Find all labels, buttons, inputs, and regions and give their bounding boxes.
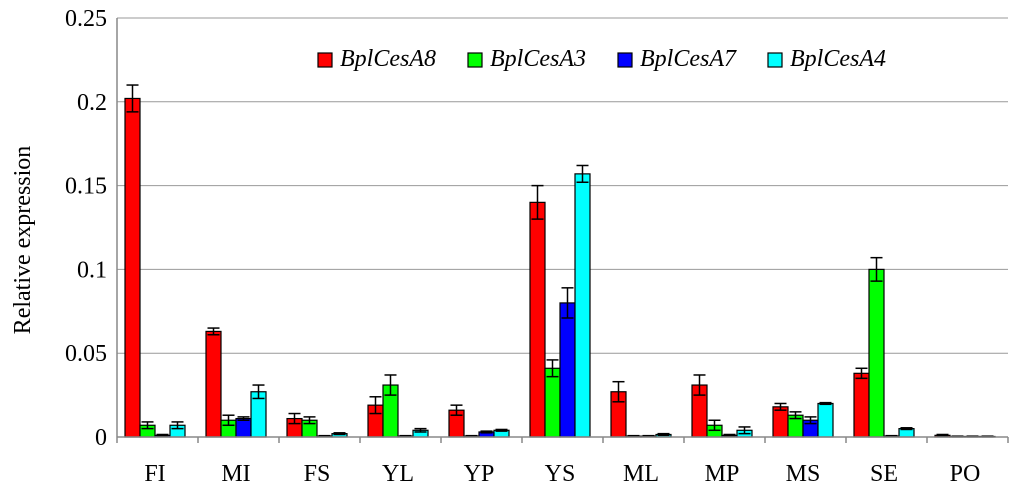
legend-label: BplCesA7 — [640, 46, 737, 72]
bar — [853, 372, 870, 438]
x-tick-label: YL — [382, 461, 414, 487]
legend-swatch — [617, 52, 633, 68]
y-tick-label: 0 — [95, 425, 107, 451]
bar — [559, 302, 576, 438]
y-tick-label: 0.1 — [77, 257, 107, 283]
bar — [544, 367, 561, 438]
bar — [574, 173, 591, 438]
legend-label: BplCesA3 — [490, 46, 586, 72]
x-tick-label: FI — [144, 461, 165, 487]
x-tick-label: MS — [786, 461, 821, 487]
x-tick-label: SE — [870, 461, 898, 487]
bar — [124, 97, 141, 438]
x-tick-label: FS — [304, 461, 331, 487]
legend: BplCesA8 BplCesA3 BplCesA7 BplCesA4 — [317, 46, 886, 72]
y-axis-title: Relative expression — [10, 146, 36, 335]
bar — [529, 201, 546, 438]
legend-label: BplCesA8 — [340, 46, 436, 72]
x-tick-label: MP — [705, 461, 740, 487]
legend-label: BplCesA4 — [790, 46, 886, 72]
x-tick-label: YS — [545, 461, 576, 487]
y-tick-label: 0.25 — [65, 6, 107, 32]
x-tick-labels: FI MI FS YL YP YS ML MP MS SE PO — [116, 437, 1009, 487]
legend-swatch — [317, 52, 333, 68]
y-tick-labels: 0 0.05 0.1 0.15 0.2 0.25 — [65, 6, 107, 451]
bar — [817, 402, 834, 438]
x-tick-label: ML — [623, 461, 659, 487]
x-tick-label: MI — [221, 461, 250, 487]
y-tick-label: 0.2 — [77, 90, 107, 116]
x-tick-label: YP — [464, 461, 495, 487]
gridlines — [117, 17, 1008, 354]
bar — [772, 406, 789, 438]
y-tick-label: 0.15 — [65, 174, 107, 200]
bar — [205, 330, 222, 438]
x-tick-label: PO — [950, 461, 981, 487]
bar — [235, 417, 252, 438]
bars — [124, 84, 996, 438]
axes — [116, 18, 1008, 438]
legend-swatch — [767, 52, 783, 68]
legend-swatch — [467, 52, 483, 68]
y-tick-label: 0.05 — [65, 341, 107, 367]
bar — [868, 268, 885, 438]
